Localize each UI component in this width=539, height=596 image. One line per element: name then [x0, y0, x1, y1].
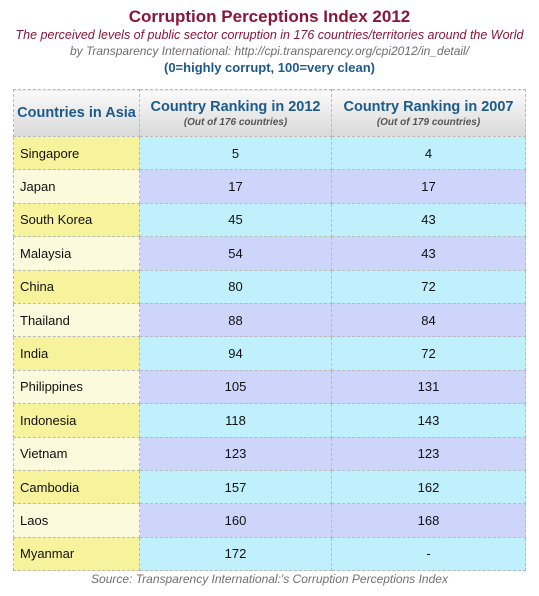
country-cell: Singapore — [13, 135, 140, 171]
table-row: Myanmar 172- — [13, 536, 526, 572]
column-subtitle-2007: (Out of 179 countries) — [376, 116, 481, 128]
rank-2007-cell: 168 — [331, 503, 526, 538]
ranking-table: Countries in Asia Country Ranking in 201… — [13, 89, 526, 572]
rank-2007-cell: 72 — [331, 269, 526, 304]
table-body: Singapore 5 4 Japan 17 17 South Korea 45 43 Malay… — [13, 135, 526, 572]
scale-note: (0=highly corrupt, 100=very clean) — [164, 60, 375, 75]
chart-byline: by Transparency International: http://cp… — [69, 44, 470, 58]
column-header-country: Countries in Asia — [13, 89, 140, 137]
rank-2007-cell: 72 — [331, 336, 526, 371]
rank-2012-cell: 45 — [139, 202, 332, 238]
rank-2012-cell: 160 — [139, 503, 332, 538]
table-row: Vietnam 123 123 — [13, 436, 526, 471]
rank-2007-cell: - — [331, 536, 526, 572]
country-cell: Thailand — [13, 302, 140, 338]
column-title-2007: Country Ranking in 2007 — [343, 98, 514, 115]
rank-2012-cell: 54 — [139, 236, 332, 271]
table-row: Thailand 88 84 — [13, 302, 526, 338]
rank-2012-cell: 105 — [139, 369, 332, 405]
table-row: Indonesia 118 143 — [13, 403, 526, 438]
country-cell: Japan — [13, 169, 140, 204]
rank-2007-cell: 84 — [331, 302, 526, 338]
country-cell: China — [13, 269, 140, 304]
rank-2007-cell: 43 — [331, 202, 526, 238]
rank-2012-cell: 80 — [139, 269, 332, 304]
country-cell: South Korea — [13, 202, 140, 238]
rank-2012-cell: 118 — [139, 403, 332, 438]
country-cell: Philippines — [13, 369, 140, 405]
column-header-2012: Country Ranking in 2012 (Out of 176 coun… — [139, 89, 332, 137]
rank-2007-cell: 162 — [331, 469, 526, 505]
column-header-2007: Country Ranking in 2007 (Out of 179 coun… — [331, 89, 526, 137]
table-row: South Korea 45 43 — [13, 202, 526, 238]
table-row: Malaysia 54 43 — [13, 236, 526, 271]
column-subtitle-2012: (Out of 176 countries) — [183, 116, 288, 128]
country-cell: Laos — [13, 503, 140, 538]
table-header-row: Countries in Asia Country Ranking in 201… — [13, 89, 526, 137]
chart-title: Corruption Perceptions Index 2012 — [128, 7, 411, 26]
country-cell: Indonesia — [13, 403, 140, 438]
rank-2007-cell: 143 — [331, 403, 526, 438]
table-row: Cambodia 157 162 — [13, 469, 526, 505]
column-title-country: Countries in Asia — [17, 105, 136, 121]
rank-2007-cell: 4 — [331, 135, 526, 171]
rank-2012-cell: 17 — [139, 169, 332, 204]
rank-2012-cell: 88 — [139, 302, 332, 338]
chart-subtitle: The perceived levels of public sector co… — [15, 28, 524, 42]
table-row: Singapore 5 4 — [13, 135, 526, 171]
rank-2012-cell: 172 — [139, 536, 332, 572]
rank-2007-cell: 17 — [331, 169, 526, 204]
column-title-2012: Country Ranking in 2012 — [150, 98, 321, 115]
table-row: Laos 160 168 — [13, 503, 526, 538]
rank-2012-cell: 5 — [139, 135, 332, 171]
table-row: Japan 17 17 — [13, 169, 526, 204]
table-row: India 94 72 — [13, 336, 526, 371]
chart-header: Corruption Perceptions Index 2012 The pe… — [0, 6, 539, 77]
rank-2012-cell: 123 — [139, 436, 332, 471]
country-cell: India — [13, 336, 140, 371]
rank-2012-cell: 157 — [139, 469, 332, 505]
country-cell: Myanmar — [13, 536, 140, 572]
rank-2007-cell: 131 — [331, 369, 526, 405]
country-cell: Vietnam — [13, 436, 140, 471]
rank-2012-cell: 94 — [139, 336, 332, 371]
country-cell: Malaysia — [13, 236, 140, 271]
rank-2007-cell: 43 — [331, 236, 526, 271]
country-cell: Cambodia — [13, 469, 140, 505]
table-row: Philippines 105 131 — [13, 369, 526, 405]
table-row: China 80 72 — [13, 269, 526, 304]
rank-2007-cell: 123 — [331, 436, 526, 471]
source-note: Source: Transparency International:'s Co… — [91, 572, 448, 586]
